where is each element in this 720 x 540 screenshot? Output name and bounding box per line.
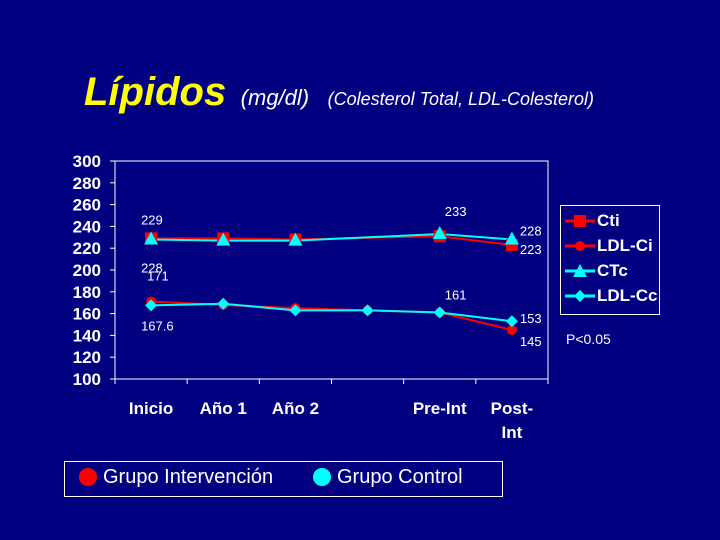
legend-item-ldl-cc: LDL-Cc — [561, 285, 659, 307]
legend-circle-marker-icon — [565, 241, 595, 251]
legend-item-ctc: CTc — [561, 260, 659, 282]
series-lines — [151, 233, 513, 331]
x-tick-label: Post- — [491, 399, 534, 418]
y-tick-label: 200 — [73, 261, 101, 280]
y-tick-label: 160 — [73, 305, 101, 324]
data-point-ctc — [288, 232, 303, 246]
data-label: 167.6 — [141, 318, 174, 333]
x-tick-label: Año 2 — [272, 399, 319, 418]
x-tick-label: Int — [502, 423, 523, 442]
title-unit: (mg/dl) — [240, 85, 310, 110]
series-line-ldl-ci — [151, 300, 513, 331]
data-point-ctc — [504, 231, 519, 245]
series-line-ctc — [151, 233, 512, 242]
data-point-ldl-ci — [506, 324, 517, 335]
y-tick-label: 180 — [73, 283, 101, 302]
y-tick-label: 260 — [73, 196, 101, 215]
data-point-ldl-cc — [361, 304, 374, 317]
data-point-ldl-cc — [433, 306, 446, 319]
series-line-ldl-cc — [151, 302, 513, 323]
legend-triangle-marker-icon — [565, 264, 595, 277]
data-point-ldl-cc — [217, 297, 230, 310]
y-tick-label: 240 — [73, 217, 101, 236]
slide-title: Lípidos (mg/dl) (Colesterol Total, LDL-C… — [84, 70, 594, 115]
legend-label: Cti — [597, 211, 620, 230]
data-label: 153 — [520, 311, 542, 326]
y-tick-label: 140 — [73, 326, 101, 345]
data-point-ctc — [432, 226, 447, 240]
group-control: Grupo Control — [313, 466, 463, 489]
data-label: 223 — [520, 242, 542, 257]
data-point-cti — [505, 238, 518, 251]
legend-item-cti: Cti — [561, 210, 659, 232]
title-main: Lípidos — [84, 70, 227, 114]
data-label: 229 — [141, 212, 163, 227]
y-tick-label: 220 — [73, 239, 101, 258]
data-label: 228 — [141, 260, 163, 275]
group-cyan-dot-icon — [313, 468, 331, 486]
group-label: Grupo Intervención — [103, 466, 274, 488]
plot-area-border — [114, 160, 549, 380]
data-label: 145 — [520, 334, 542, 349]
chart-axes — [114, 160, 549, 380]
legend-diamond-marker-icon — [565, 290, 595, 302]
series-legend: Cti LDL-Ci CTc LDL-Cc — [560, 205, 660, 315]
data-point-ldl-cc — [289, 304, 302, 317]
data-point-ctc — [216, 232, 231, 246]
data-label: 161 — [445, 288, 467, 303]
data-point-ldl-cc — [145, 299, 158, 312]
data-point-ldl-cc — [505, 315, 518, 328]
legend-label: LDL-Ci — [597, 236, 653, 255]
title-subtitle: (Colesterol Total, LDL-Colesterol) — [327, 89, 595, 109]
data-point-ctc — [144, 231, 159, 245]
series-markers — [144, 226, 519, 335]
y-tick-label: 120 — [73, 348, 101, 367]
legend-label: CTc — [597, 261, 628, 280]
group-red-dot-icon — [79, 468, 97, 486]
y-tick-label: 300 — [73, 152, 101, 171]
data-label: 233 — [445, 204, 467, 219]
x-tick-label: Inicio — [129, 399, 173, 418]
legend-item-ldl-ci: LDL-Ci — [561, 235, 659, 257]
p-value-note: P<0.05 — [566, 331, 611, 347]
x-tick-label: Año 1 — [200, 399, 247, 418]
y-tick-label: 100 — [73, 370, 101, 389]
group-intervencion: Grupo Intervención — [79, 466, 273, 489]
y-axis-ticks: 300 280 260 240 220 200 180 160 140 120 100 — [73, 152, 115, 389]
data-label: 228 — [520, 223, 542, 238]
x-axis-ticks: Inicio Año 1 Año 2 Pre-Int Post- Int — [114, 379, 549, 442]
legend-square-marker-icon — [565, 215, 595, 227]
x-tick-label: Pre-Int — [413, 399, 467, 418]
group-label: Grupo Control — [337, 466, 463, 488]
group-legend: Grupo Intervención Grupo Control — [64, 461, 503, 497]
legend-label: LDL-Cc — [597, 286, 658, 305]
data-label: 171 — [147, 269, 169, 284]
y-tick-label: 280 — [73, 174, 101, 193]
